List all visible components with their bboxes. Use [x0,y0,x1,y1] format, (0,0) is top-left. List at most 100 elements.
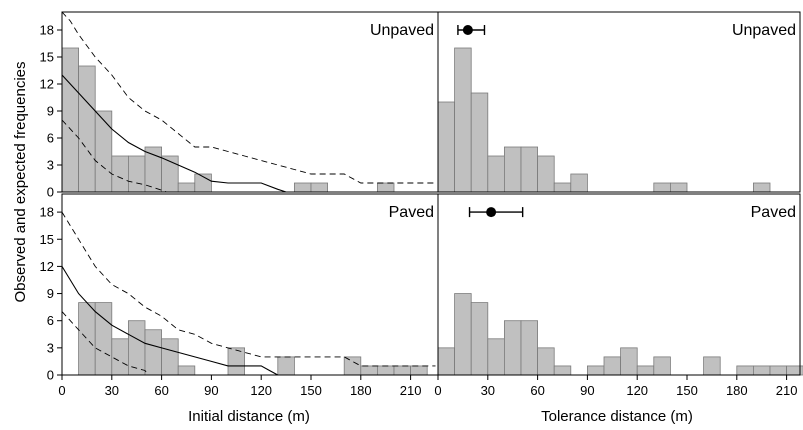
histogram-bar [603,356,622,376]
y-tick-label: 3 [47,340,54,355]
histogram-bar [277,356,295,376]
histogram-bar [503,320,522,376]
histogram-bar [144,329,163,376]
histogram-bar [177,365,196,376]
histogram-bar [360,365,378,376]
histogram-bar [520,320,539,376]
panel-title: Unpaved [732,22,796,39]
x-tick-label: 0 [434,383,441,398]
y-tick-label: 15 [40,50,54,65]
panel-1: 0 3 6 9 12 15 18 Unpaved [40,11,439,200]
x-axis-label-initial: Initial distance (m) [188,408,310,425]
histogram-bar [470,92,489,193]
histogram-bar [503,146,522,193]
confidence-curve [61,119,167,193]
y-axis-label: Observed and expected frequencies [12,62,29,303]
histogram-bar [78,302,96,376]
x-tick-label: 210 [400,383,422,398]
histogram-bar [437,347,456,376]
histogram-bar [653,182,671,193]
histogram-bar [520,146,539,193]
panel-title: Paved [751,204,796,221]
y-tick-label: 18 [40,23,54,38]
histogram-bar [670,182,688,193]
y-tick-label: 12 [40,259,54,274]
confidence-curve [61,311,149,376]
histogram-bar [753,365,771,376]
histogram-bar [410,365,428,376]
histogram-bar [769,365,788,376]
x-tick-label: 30 [105,383,119,398]
mean-point [486,207,497,218]
x-tick-label: 180 [726,383,748,398]
histogram-bar [537,347,555,376]
histogram-bar [177,182,196,193]
histogram-bar [553,365,572,376]
histogram-bar [61,47,80,193]
histogram-bar [437,101,456,193]
x-tick-label: 90 [204,383,218,398]
x-tick-label: 60 [530,383,544,398]
histogram-bar [470,302,489,376]
histogram-bar [227,347,246,376]
confidence-curve [61,211,436,367]
histogram-bar [127,320,146,376]
x-axis-label-tolerance: Tolerance distance (m) [541,408,693,425]
histogram-bar [376,365,395,376]
y-tick-label: 0 [47,185,54,200]
panel-4: 0 30 60 90 120 150 180 210 Paved [434,193,803,398]
histogram-bar [343,356,362,376]
histogram-bar [376,182,395,193]
histogram-bar [310,182,329,193]
y-tick-label: 18 [40,205,54,220]
histogram-bar [653,356,671,376]
histogram-bar [487,155,505,193]
histogram-bar [587,365,605,376]
panel-frame [437,193,801,376]
y-tick-label: 6 [47,131,54,146]
histogram-bar [487,338,505,376]
histogram-bar [161,338,179,376]
panel-frame [437,11,801,193]
histogram-bar [127,155,146,193]
y-tick-label: 12 [40,77,54,92]
histogram-bar [620,347,638,376]
expected-curve [61,74,287,193]
x-tick-label: 150 [300,383,322,398]
histogram-bar [78,65,96,193]
panel-2: Unpaved [437,11,801,193]
y-tick-label: 9 [47,286,54,301]
expected-curve [61,266,279,376]
histogram-bar [636,365,655,376]
histogram-bar [736,365,754,376]
histogram-bar [454,47,472,193]
histogram-bar [553,182,572,193]
x-tick-label: 210 [776,383,798,398]
x-tick-label: 90 [580,383,594,398]
histogram-bar [111,338,129,376]
x-tick-label: 150 [676,383,698,398]
y-tick-label: 6 [47,313,54,328]
histogram-bar [293,182,312,193]
panel-title: Paved [389,204,434,221]
histogram-bar [537,155,555,193]
x-tick-label: 120 [626,383,648,398]
histogram-bar [111,155,129,193]
histogram-bar [393,365,412,376]
histogram-bar [703,356,721,376]
x-tick-label: 0 [58,383,65,398]
y-tick-label: 0 [47,368,54,383]
histogram-bar [570,173,588,193]
histogram-bar [454,293,472,376]
histogram-bar [786,365,803,376]
x-tick-label: 180 [350,383,372,398]
y-tick-label: 9 [47,104,54,119]
histogram-bar [94,110,113,193]
y-tick-label: 3 [47,158,54,173]
panel-title: Unpaved [370,22,434,39]
x-tick-label: 30 [481,383,495,398]
confidence-curve [61,11,436,184]
mean-point [462,25,473,35]
